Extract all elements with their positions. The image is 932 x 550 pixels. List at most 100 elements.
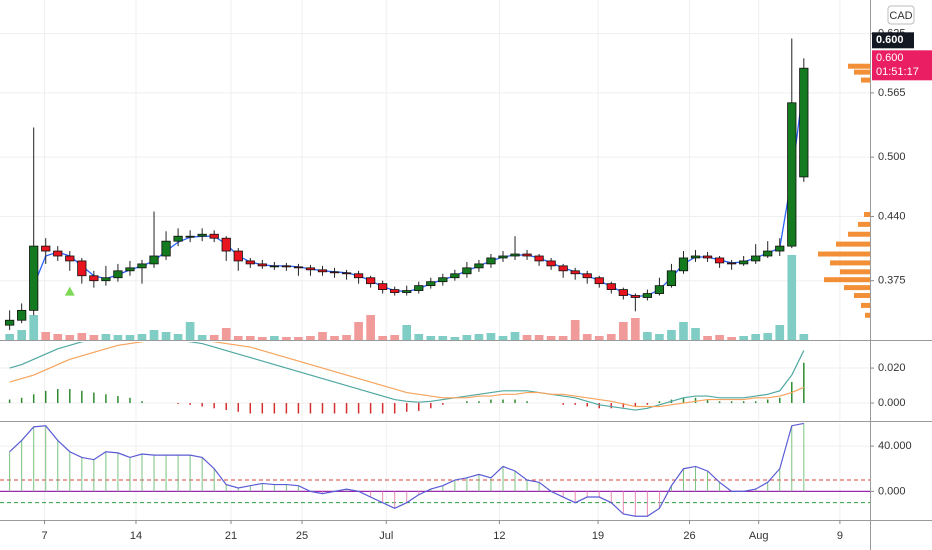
candle-body: [787, 102, 797, 247]
candle-body: [582, 273, 592, 279]
candle-body: [257, 263, 267, 267]
volume-bar: [546, 336, 556, 340]
candle-body: [702, 255, 713, 259]
y-tick-label: 0.500: [878, 151, 906, 163]
volume-bar: [221, 328, 231, 340]
candle-body: [77, 260, 87, 277]
volume-profile-bar: [848, 231, 870, 237]
candle-body: [799, 67, 809, 178]
macd-line: [9, 342, 805, 411]
panel: [0, 0, 870, 340]
volume-bar: [125, 335, 135, 340]
volume-bar: [294, 337, 303, 340]
y-tick-label: 0.375: [878, 275, 906, 287]
volume-bar: [582, 334, 592, 340]
volume-bar: [775, 325, 785, 340]
volume-bar: [245, 336, 255, 340]
volume-bar: [185, 322, 195, 340]
candle-body: [137, 263, 147, 269]
crosshair-label: 0.600: [876, 34, 904, 46]
x-tick-label: Aug: [749, 530, 769, 542]
y-tick-label: 0.440: [878, 210, 906, 222]
candle-body: [486, 257, 496, 265]
volume-bar: [257, 337, 267, 340]
volume-profile-bar: [830, 260, 870, 266]
volume-bar: [739, 336, 748, 340]
x-tick-label: 19: [592, 530, 604, 542]
volume-bar: [450, 337, 460, 340]
candle-body: [654, 285, 665, 294]
candle-body: [414, 285, 424, 291]
volume-profile-bar: [844, 285, 870, 291]
volume-bar: [763, 333, 773, 340]
candle-body: [101, 277, 111, 282]
candle-body: [678, 257, 689, 272]
volume-bar: [558, 336, 568, 340]
candle-body: [125, 267, 135, 272]
candle-body: [293, 266, 304, 269]
macd-line: [9, 342, 805, 408]
candle-body: [498, 255, 508, 259]
panel: [0, 423, 870, 520]
candle-body: [763, 250, 773, 257]
y-tick-label: 0.565: [878, 87, 906, 99]
volume-bar: [113, 335, 123, 340]
volume-profile-bar: [824, 277, 870, 283]
candle-body: [161, 240, 171, 257]
volume-bar: [618, 322, 628, 340]
volume-bar: [486, 333, 496, 340]
volume-bar: [282, 337, 291, 340]
volume-bar: [594, 336, 604, 340]
candle-body: [462, 267, 472, 275]
volume-profile-bar: [865, 312, 870, 318]
candle-body: [534, 255, 544, 262]
volume-bar: [354, 322, 363, 340]
candle-body: [197, 233, 207, 237]
volume-bar: [101, 334, 111, 340]
panel-clip: [0, 423, 870, 520]
volume-profile-bar: [840, 269, 870, 275]
volume-bar: [197, 335, 207, 340]
volume-bar: [366, 315, 375, 340]
candle-body: [751, 255, 761, 262]
candle-body: [522, 253, 532, 257]
x-tick-label: 14: [130, 530, 142, 542]
volume-bar: [691, 328, 700, 340]
volume-bar: [233, 336, 243, 340]
last-price-label: 0.600: [876, 52, 904, 64]
candle-body: [65, 255, 75, 262]
candle-body: [558, 265, 568, 272]
volume-bar: [5, 334, 14, 340]
x-tick-label: 21: [225, 530, 237, 542]
volume-profile-bar: [861, 302, 870, 308]
panel-clip: [0, 342, 870, 420]
volume-bar: [799, 334, 809, 340]
volume-profile-bar: [818, 251, 870, 257]
volume-bar: [474, 334, 484, 340]
volume-bar: [209, 335, 219, 340]
y-tick-label: 40.000: [878, 440, 912, 452]
candle-body: [53, 250, 63, 257]
volume-profile-bar: [854, 293, 870, 299]
candle-body: [450, 273, 460, 279]
candle-body: [89, 275, 99, 282]
candle-body: [727, 262, 737, 265]
candle-body: [221, 237, 231, 252]
y-tick-label: 0.000: [878, 397, 906, 409]
candle-body: [281, 265, 292, 268]
volume-bar: [787, 255, 797, 340]
volume-bar: [631, 318, 640, 340]
volume-bar: [426, 336, 436, 340]
oscillator-line: [9, 423, 804, 517]
candle-body: [739, 260, 749, 265]
candle-body: [209, 233, 219, 239]
currency: CAD: [889, 10, 912, 22]
candle-body: [714, 257, 725, 264]
volume-bar: [378, 336, 387, 340]
volume-bar: [679, 322, 688, 340]
volume-bar: [462, 335, 472, 340]
candle-body: [618, 289, 628, 296]
candle-body: [510, 253, 520, 257]
